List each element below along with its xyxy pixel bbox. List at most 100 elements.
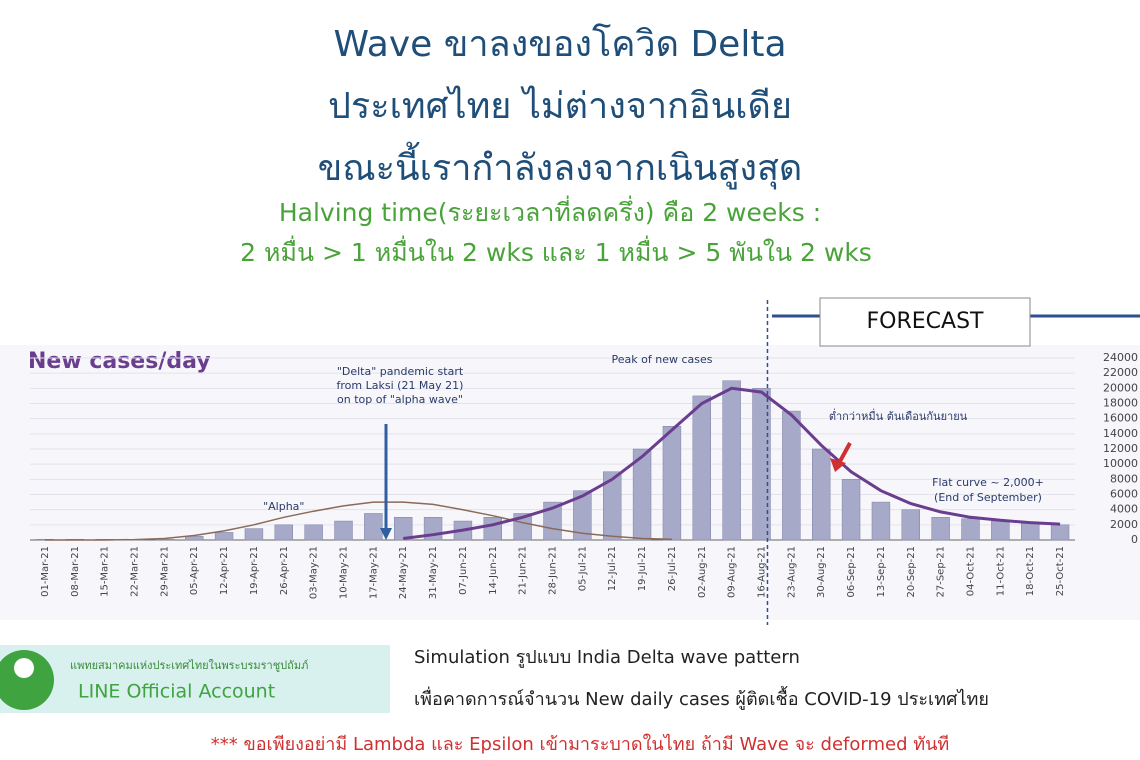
y-tick-label: 8000 (1110, 472, 1138, 485)
x-tick-label: 02-Aug-21 (697, 546, 708, 598)
line-account: LINE Official Account (78, 681, 275, 703)
bar (782, 410, 801, 541)
bar (274, 524, 293, 541)
x-tick-label: 19-Jul-21 (637, 546, 648, 591)
logo-mark (14, 658, 34, 678)
x-tick-label: 12-Apr-21 (219, 546, 230, 595)
x-tick-label: 16-Aug-21 (757, 546, 768, 598)
y-tick-label: 14000 (1103, 427, 1138, 440)
bar (812, 448, 831, 541)
annotation: "Delta" pandemic start (337, 365, 464, 378)
x-tick-label: 29-Mar-21 (159, 546, 170, 597)
x-tick-label: 04-Oct-21 (966, 546, 977, 596)
chart-panel (0, 345, 1140, 620)
x-tick-label: 06-Sep-21 (846, 546, 857, 598)
y-tick-label: 18000 (1103, 397, 1138, 410)
bar (931, 517, 950, 541)
headline: ประเทศไทย ไม่ต่างจากอินเดีย (328, 85, 792, 127)
bar (1050, 524, 1070, 541)
curve (44, 501, 672, 541)
x-tick-label: 28-Jun-21 (548, 546, 559, 595)
annotation-arrowhead (380, 528, 392, 540)
bar (513, 513, 532, 541)
bar (364, 513, 383, 541)
x-tick-label: 09-Aug-21 (727, 546, 738, 598)
annotation: Peak of new cases (612, 353, 713, 366)
annotation: from Laksi (21 May 21) (337, 379, 464, 392)
x-tick-label: 05-Apr-21 (189, 546, 200, 595)
bar (722, 380, 741, 541)
y-tick-label: 22000 (1103, 366, 1138, 379)
line-banner (0, 645, 390, 713)
bar (871, 501, 891, 541)
x-tick-label: 22-Mar-21 (130, 546, 141, 597)
x-tick-label: 19-Apr-21 (249, 546, 260, 595)
bar (662, 426, 682, 541)
note: เพื่อคาดการณ์จำนวน New daily cases ผู้ติ… (414, 686, 989, 710)
x-tick-label: 30-Aug-21 (816, 546, 827, 598)
y-tick-label: 10000 (1103, 457, 1138, 470)
bar (752, 388, 771, 541)
bar (1021, 523, 1040, 541)
bar (603, 471, 622, 541)
x-tick-label: 10-May-21 (339, 546, 350, 599)
bar (692, 395, 711, 541)
warning: *** ขอเพียงอย่ามี Lambda และ Epsilon เข้… (211, 733, 950, 755)
note: Simulation รูปแบบ India Delta wave patte… (414, 647, 800, 668)
x-tick-label: 14-Jun-21 (488, 546, 499, 595)
x-tick-label: 12-Jul-21 (607, 546, 618, 591)
x-tick-label: 27-Sep-21 (936, 546, 947, 598)
y-tick-label: 20000 (1103, 381, 1138, 394)
annotation: (End of September) (934, 491, 1042, 504)
y-tick-label: 2000 (1110, 518, 1138, 531)
x-tick-label: 13-Sep-21 (876, 546, 887, 598)
x-tick-label: 17-May-21 (368, 546, 379, 599)
annotation: ต่ำกว่าหมื่น ต้นเดือนกันยายน (829, 408, 968, 423)
curve (403, 386, 1061, 540)
y-tick-label: 0 (1131, 533, 1138, 546)
x-tick-label: 26-Apr-21 (279, 546, 290, 595)
x-tick-label: 01-Mar-21 (40, 546, 51, 597)
y-tick-label: 16000 (1103, 412, 1138, 425)
org-name: แพทยสมาคมแห่งประเทศไทยในพระบรมราชูปถัมภ์ (70, 659, 308, 672)
series-label: "Alpha" (263, 500, 304, 513)
bar (901, 509, 920, 541)
forecast-box (819, 297, 1031, 347)
bar (334, 520, 353, 541)
bar (244, 528, 264, 541)
chart-title: New cases/day (28, 349, 211, 374)
x-tick-label: 03-May-21 (309, 546, 320, 599)
forecast-label: FORECAST (867, 309, 985, 334)
bar (543, 501, 562, 541)
annotation: Flat curve ~ 2,000+ (932, 476, 1044, 489)
bar (573, 490, 592, 541)
bar (841, 479, 861, 541)
bar (483, 517, 502, 541)
x-tick-label: 11-Oct-21 (995, 546, 1006, 596)
headline: ขณะนี้เรากำลังลงจากเนินสูงสุด (318, 141, 803, 190)
bar (214, 532, 234, 541)
subheadline: Halving time(ระยะเวลาที่ลดครึ่ง) คือ 2 w… (279, 195, 821, 227)
annotation-arrowhead (830, 458, 846, 472)
x-tick-label: 24-May-21 (398, 546, 409, 599)
bar (632, 448, 652, 541)
bar (961, 518, 980, 541)
x-tick-label: 20-Sep-21 (906, 546, 917, 598)
headline: Wave ขาลงของโควิด Delta (333, 23, 786, 65)
x-tick-label: 15-Mar-21 (100, 546, 111, 597)
bar (394, 517, 413, 541)
y-tick-label: 6000 (1110, 488, 1138, 501)
logo (0, 650, 54, 710)
x-tick-label: 31-May-21 (428, 546, 439, 599)
bar (991, 520, 1010, 541)
y-tick-label: 12000 (1103, 442, 1138, 455)
x-tick-label: 05-Jul-21 (577, 546, 588, 591)
x-tick-label: 07-Jun-21 (458, 546, 469, 595)
x-tick-label: 25-Oct-21 (1055, 546, 1066, 596)
y-tick-label: 4000 (1110, 503, 1138, 516)
annotation: on top of "alpha wave" (337, 393, 463, 406)
bar (304, 524, 323, 541)
x-tick-label: 21-Jun-21 (518, 546, 529, 595)
y-tick-label: 24000 (1103, 351, 1138, 364)
